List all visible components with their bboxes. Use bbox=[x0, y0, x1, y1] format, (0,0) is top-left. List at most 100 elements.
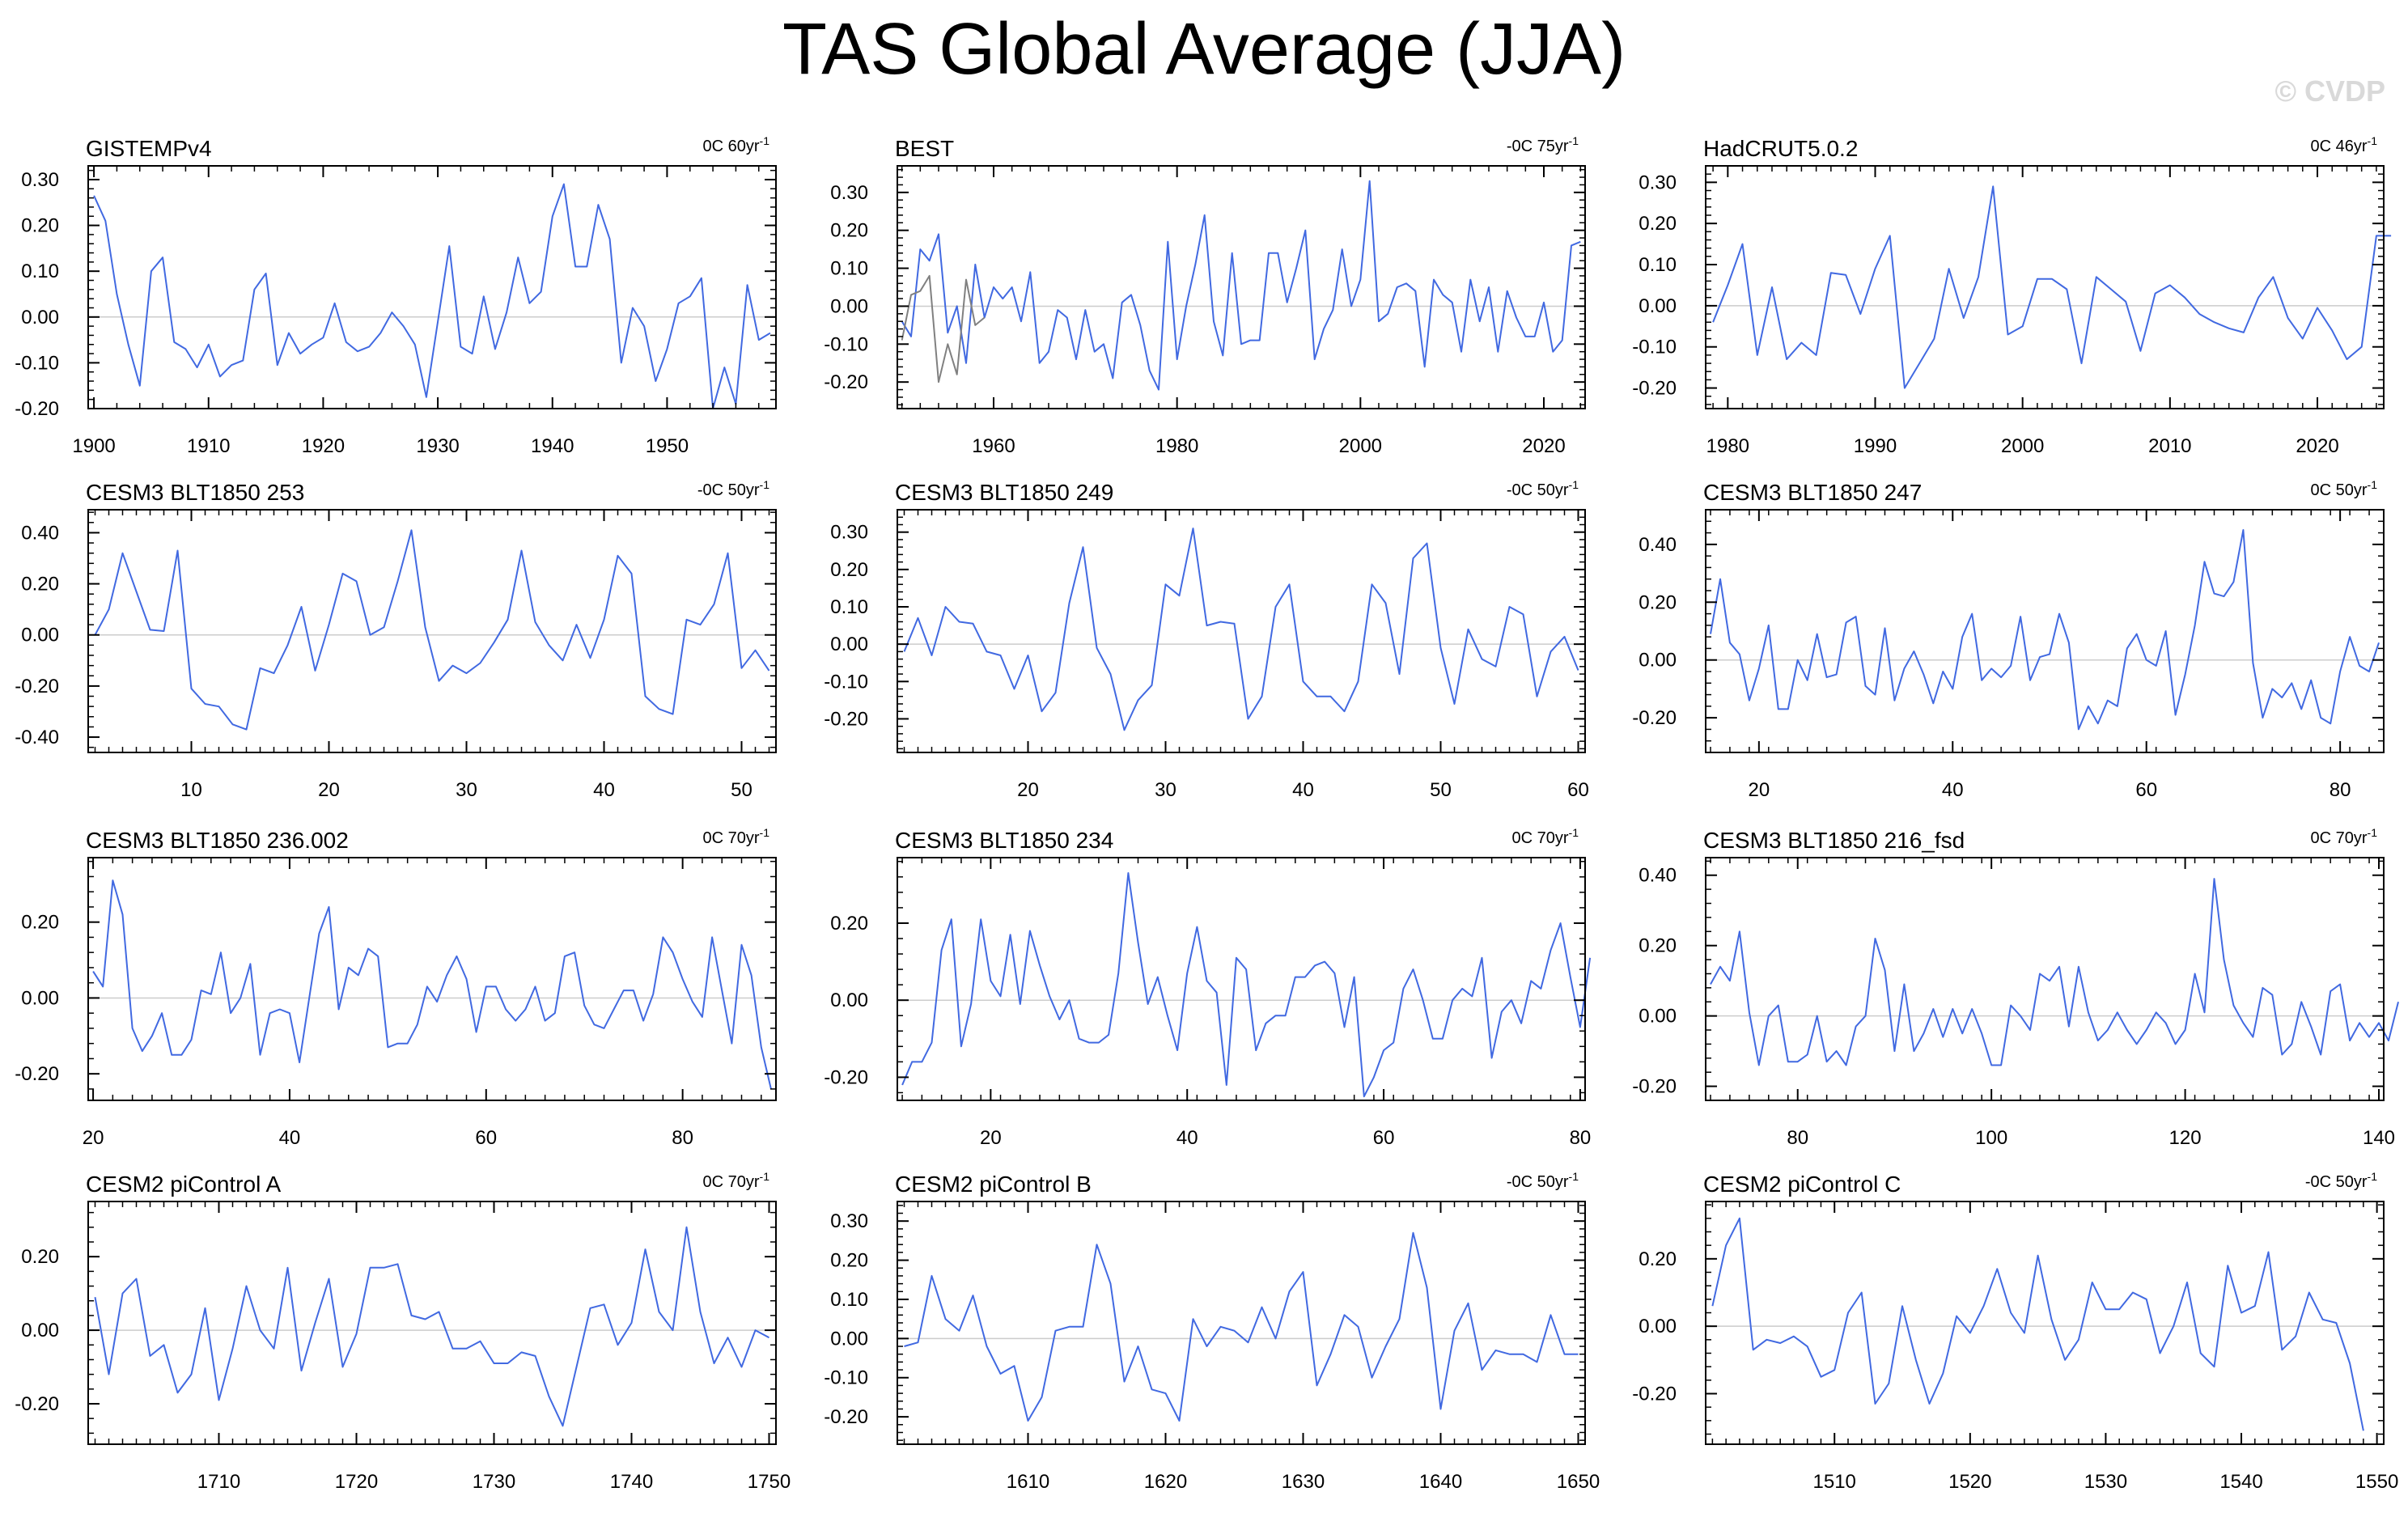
x-tick-label: 1930 bbox=[416, 435, 459, 457]
y-tick-label: 0.40 bbox=[1639, 534, 1677, 556]
y-tick-label: 0.20 bbox=[1639, 591, 1677, 613]
panel-12: 1510 1520 1530 1540 1550 0.20 0.00 -0.20 CESM2 p… bbox=[1632, 1170, 2398, 1493]
panel-title: CESM3 BLT1850 234 bbox=[895, 828, 1113, 853]
y-tick-label: -0.20 bbox=[15, 398, 59, 420]
y-tick-label: 0.00 bbox=[1639, 1006, 1677, 1028]
y-tick-label: 0.30 bbox=[830, 182, 868, 204]
series-line bbox=[901, 274, 986, 384]
plot-frame bbox=[1705, 509, 2385, 753]
x-tick-label: 20 bbox=[83, 1127, 104, 1149]
panel-title: CESM2 piControl C bbox=[1703, 1172, 1901, 1197]
x-tick-label: 40 bbox=[279, 1127, 301, 1149]
y-tick-label: -0.20 bbox=[1632, 378, 1677, 400]
x-tick-label: 2000 bbox=[1339, 435, 1382, 457]
series-line bbox=[904, 1231, 1579, 1422]
x-tick-label: 20 bbox=[1748, 779, 1770, 801]
y-tick-label: -0.20 bbox=[15, 1063, 59, 1085]
panel-3: 1980 1990 2000 2010 2020 0.30 0.20 0.10 0.00 -0.1… bbox=[1632, 134, 2392, 457]
series-line bbox=[92, 879, 772, 1090]
x-tick-label: 1900 bbox=[72, 435, 115, 457]
x-tick-label: 60 bbox=[2135, 779, 2157, 801]
y-tick-label: -0.20 bbox=[1632, 707, 1677, 729]
y-tick-label: 0.00 bbox=[830, 634, 868, 655]
x-tick-label: 40 bbox=[1176, 1127, 1198, 1149]
x-tick-label: 1910 bbox=[187, 435, 230, 457]
x-tick-label: 1550 bbox=[2355, 1471, 2398, 1493]
x-tick-label: 1510 bbox=[1813, 1471, 1856, 1493]
x-tick-label: 60 bbox=[1567, 779, 1589, 801]
y-tick-label: -0.10 bbox=[824, 1367, 868, 1389]
trend-label: 0C 60yr-1 bbox=[703, 134, 770, 155]
y-tick-label: -0.10 bbox=[824, 671, 868, 693]
y-tick-label: 0.00 bbox=[21, 625, 59, 646]
y-tick-label: 0.20 bbox=[21, 1246, 59, 1268]
x-tick-label: 2010 bbox=[2148, 435, 2191, 457]
plot-frame bbox=[897, 165, 1586, 409]
panel-7: 20 40 60 80 0.20 0.00 -0.20 CESM3 BLT1850 236.0… bbox=[15, 826, 777, 1149]
x-tick-label: 1540 bbox=[2219, 1471, 2262, 1493]
x-tick-label: 1730 bbox=[473, 1471, 515, 1493]
panel-8: 20 40 60 80 0.20 0.00 -0.20 CESM3 BLT1850 234 0C… bbox=[824, 826, 1591, 1149]
x-tick-label: 80 bbox=[672, 1127, 693, 1149]
y-tick-label: -0.10 bbox=[15, 352, 59, 374]
y-tick-label: 0.20 bbox=[830, 913, 868, 934]
x-tick-label: 1620 bbox=[1144, 1471, 1187, 1493]
panel-10: 1710 1720 1730 1740 1750 0.20 0.00 -0.20 CESM2 p… bbox=[15, 1170, 791, 1493]
plot-frame bbox=[87, 1201, 777, 1445]
series-line bbox=[901, 872, 1592, 1098]
y-tick-label: -0.20 bbox=[15, 676, 59, 697]
x-tick-label: 1630 bbox=[1282, 1471, 1325, 1493]
x-tick-label: 1980 bbox=[1155, 435, 1198, 457]
panel-title: HadCRUT5.0.2 bbox=[1703, 136, 1858, 161]
panel-4: 10 20 30 40 50 0.40 0.20 0.00 -0.20 -0.40 CESM3 BL… bbox=[15, 478, 777, 801]
trend-label: -0C 50yr-1 bbox=[2305, 1170, 2377, 1191]
series-line bbox=[93, 183, 771, 409]
y-tick-label: -0.20 bbox=[824, 371, 868, 393]
x-tick-label: 1520 bbox=[1948, 1471, 1991, 1493]
x-tick-label: 30 bbox=[456, 779, 477, 801]
trend-label: -0C 75yr-1 bbox=[1507, 134, 1579, 155]
y-tick-label: 0.00 bbox=[830, 1328, 868, 1350]
x-tick-label: 80 bbox=[1787, 1127, 1808, 1149]
y-tick-label: -0.20 bbox=[1632, 1384, 1677, 1405]
panel-title: CESM3 BLT1850 216_fsd bbox=[1703, 828, 1965, 853]
y-tick-label: -0.20 bbox=[1632, 1076, 1677, 1098]
y-tick-label: 0.30 bbox=[830, 522, 868, 544]
x-tick-label: 140 bbox=[2363, 1127, 2395, 1149]
x-tick-label: 1940 bbox=[531, 435, 574, 457]
x-tick-label: 30 bbox=[1155, 779, 1176, 801]
y-tick-label: 0.30 bbox=[830, 1210, 868, 1232]
y-tick-label: 0.40 bbox=[1639, 865, 1677, 887]
panel-6: 20 40 60 80 0.40 0.20 0.00 -0.20 CESM3 BLT1850 2… bbox=[1632, 478, 2385, 801]
y-tick-label: 0.20 bbox=[21, 912, 59, 934]
series-line bbox=[903, 528, 1579, 731]
y-tick-label: 0.10 bbox=[830, 1289, 868, 1311]
x-tick-label: 1610 bbox=[1007, 1471, 1049, 1493]
x-tick-label: 2020 bbox=[1522, 435, 1565, 457]
panel-title: GISTEMPv4 bbox=[86, 136, 212, 161]
plot-frame bbox=[87, 509, 777, 753]
x-tick-label: 1990 bbox=[1854, 435, 1897, 457]
x-tick-label: 60 bbox=[1373, 1127, 1395, 1149]
panel-title: CESM2 piControl B bbox=[895, 1172, 1092, 1197]
y-tick-label: 0.00 bbox=[1639, 295, 1677, 317]
x-tick-label: 1720 bbox=[335, 1471, 378, 1493]
y-tick-label: 0.20 bbox=[1639, 935, 1677, 957]
x-tick-label: 2000 bbox=[2001, 435, 2044, 457]
panel-2: 1960 1980 2000 2020 0.30 0.20 0.10 0.00 -0.10 -0.… bbox=[824, 134, 1586, 457]
x-tick-label: 120 bbox=[2169, 1127, 2202, 1149]
y-tick-label: 0.10 bbox=[830, 258, 868, 280]
panel-1: 1900 1910 1920 1930 1940 1950 0.30 0.20 0.10 0.00… bbox=[15, 134, 777, 457]
trend-label: 0C 70yr-1 bbox=[703, 1170, 770, 1191]
x-tick-label: 40 bbox=[593, 779, 615, 801]
x-tick-label: 1640 bbox=[1419, 1471, 1462, 1493]
panel-5: 20 30 40 50 60 0.30 0.20 0.10 0.00 -0.10 -0.20 CESM… bbox=[824, 478, 1589, 801]
trend-label: -0C 50yr-1 bbox=[1507, 478, 1579, 499]
trend-label: 0C 70yr-1 bbox=[703, 826, 770, 847]
y-tick-label: 0.00 bbox=[21, 1320, 59, 1341]
y-tick-label: 0.30 bbox=[21, 169, 59, 191]
series-line bbox=[1710, 529, 2380, 731]
y-tick-label: 0.10 bbox=[830, 596, 868, 618]
x-tick-label: 1950 bbox=[646, 435, 689, 457]
panel-title: CESM3 BLT1850 249 bbox=[895, 480, 1113, 505]
